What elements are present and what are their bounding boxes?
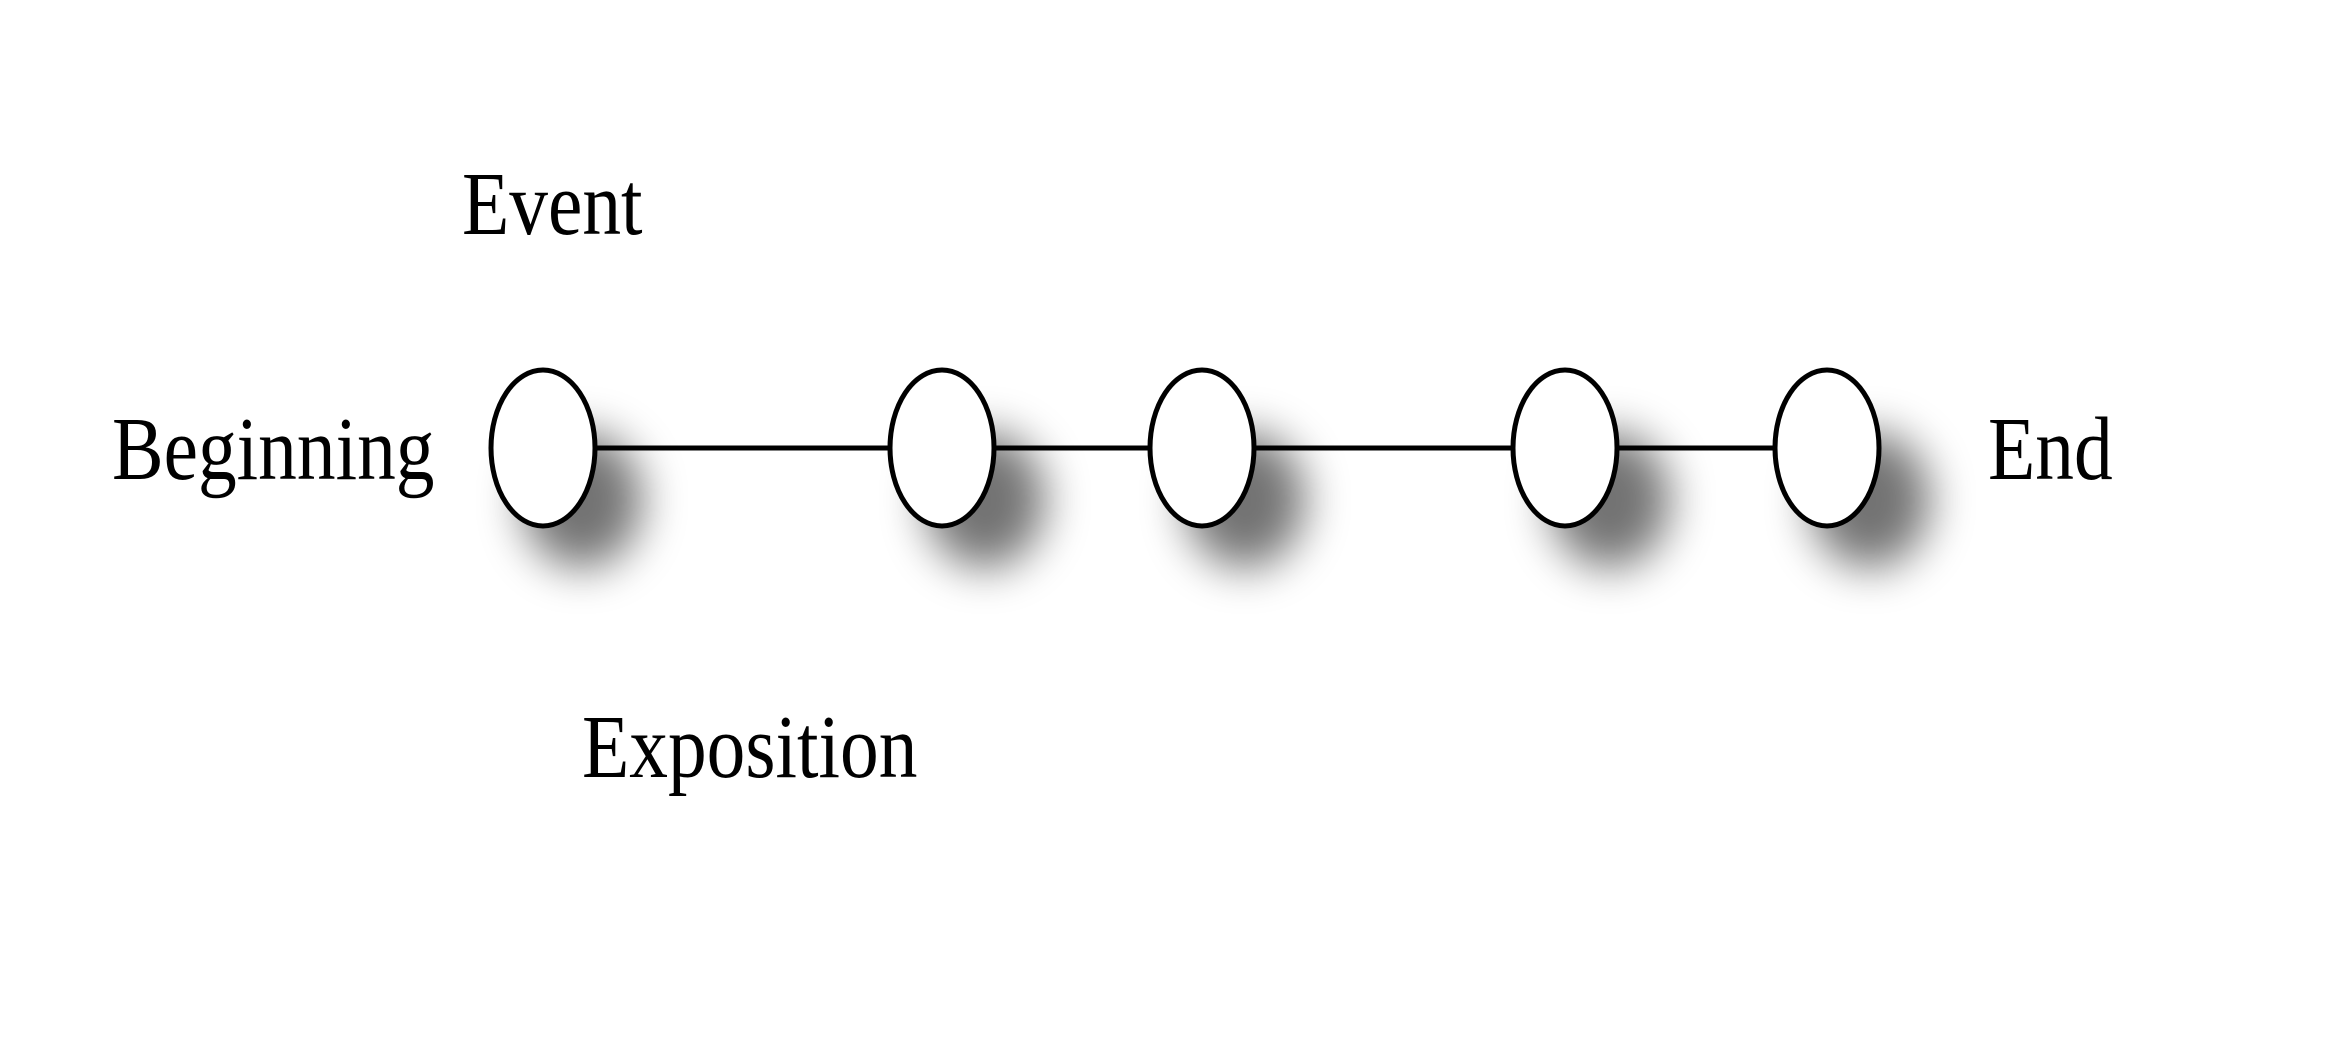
timeline-node (887, 367, 997, 529)
event-label: Event (462, 155, 643, 254)
timeline-node (1510, 367, 1620, 529)
timeline-node (488, 367, 598, 529)
timeline-node (1772, 367, 1882, 529)
timeline-node (1147, 367, 1257, 529)
end-label: End (1988, 400, 2113, 499)
exposition-label: Exposition (582, 698, 918, 797)
timeline-nodes (488, 367, 1882, 529)
beginning-label: Beginning (112, 400, 435, 499)
